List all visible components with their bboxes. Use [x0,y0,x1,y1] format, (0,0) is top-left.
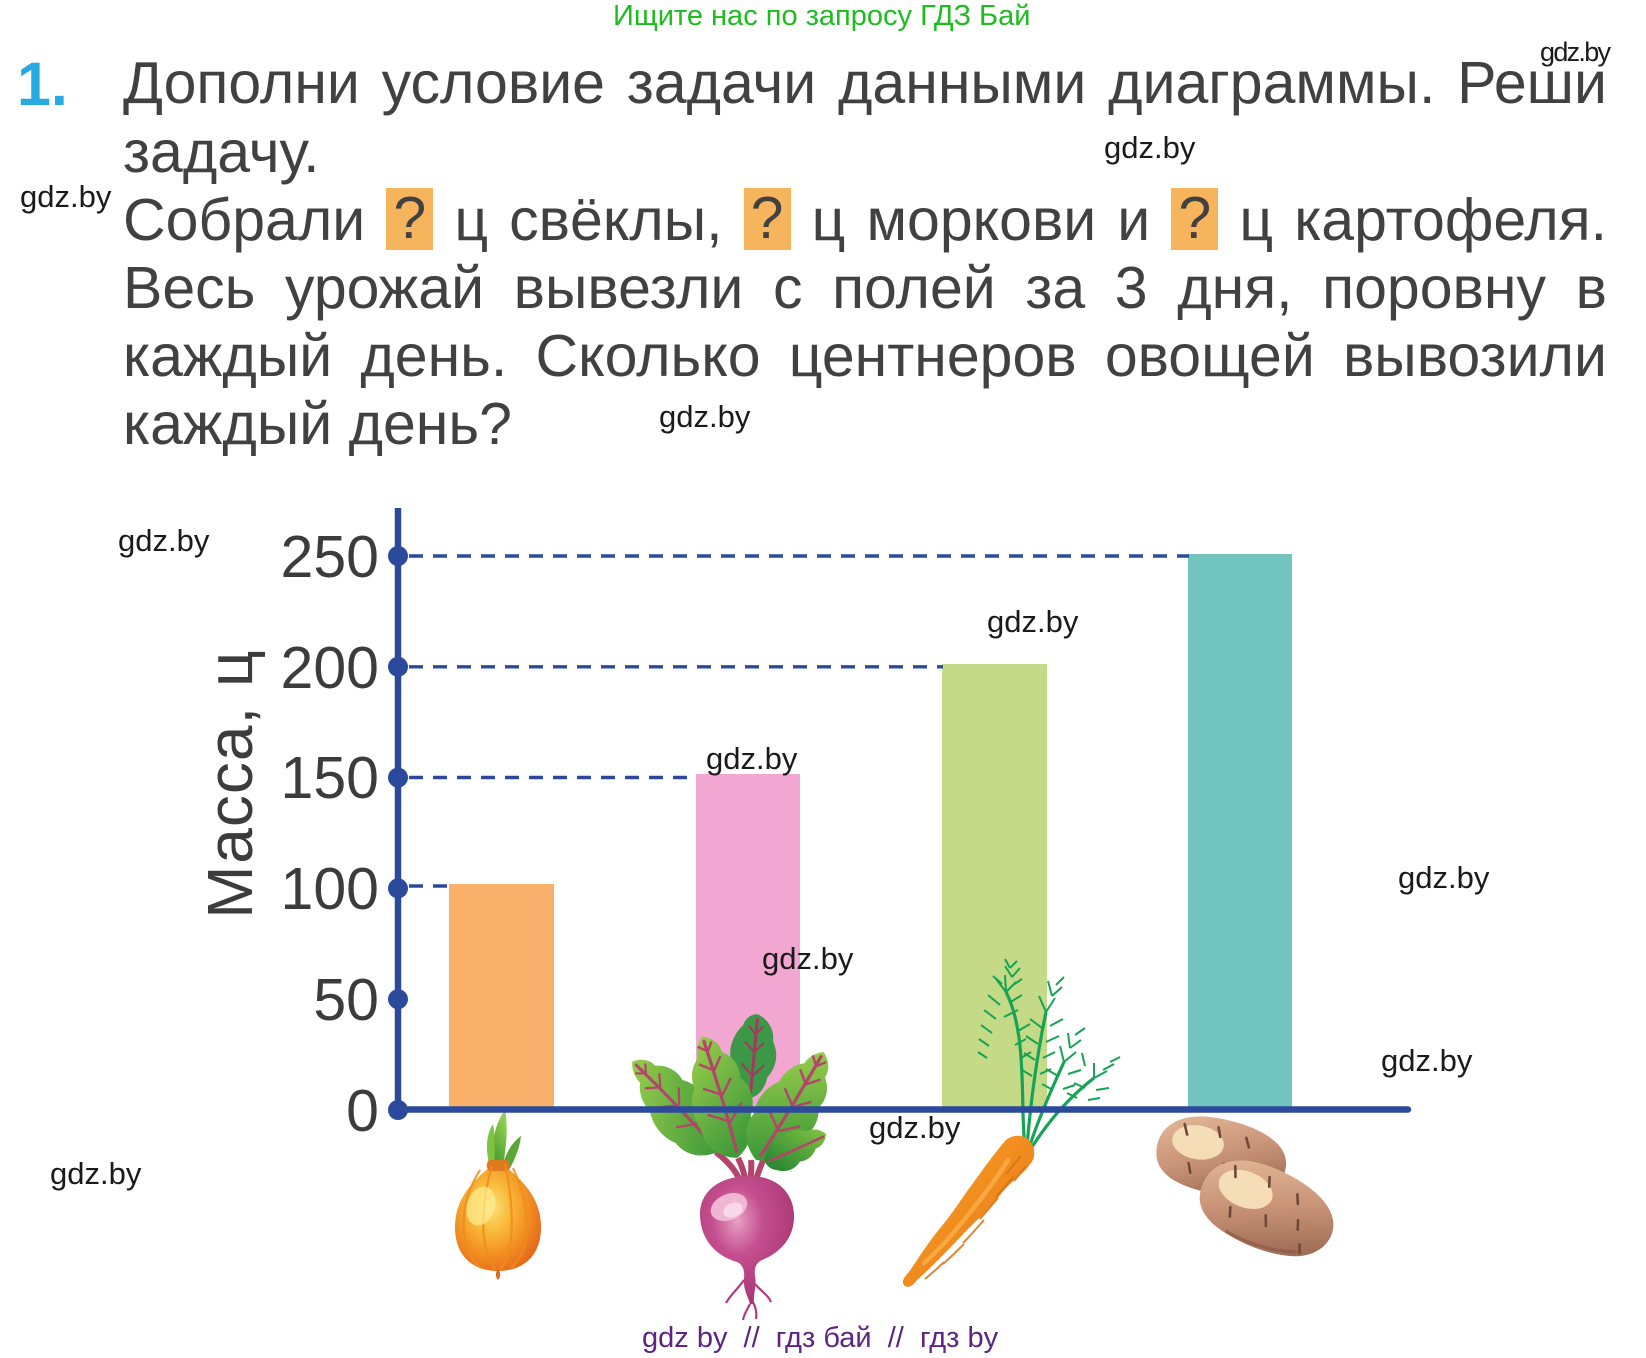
svg-text:200: 200 [281,635,379,701]
svg-text:100: 100 [281,856,379,922]
svg-text:50: 50 [313,967,379,1033]
svg-text:Масса, ц: Масса, ц [194,649,266,918]
svg-text:0: 0 [346,1078,379,1144]
svg-text:150: 150 [281,745,379,811]
svg-text:250: 250 [281,524,379,590]
